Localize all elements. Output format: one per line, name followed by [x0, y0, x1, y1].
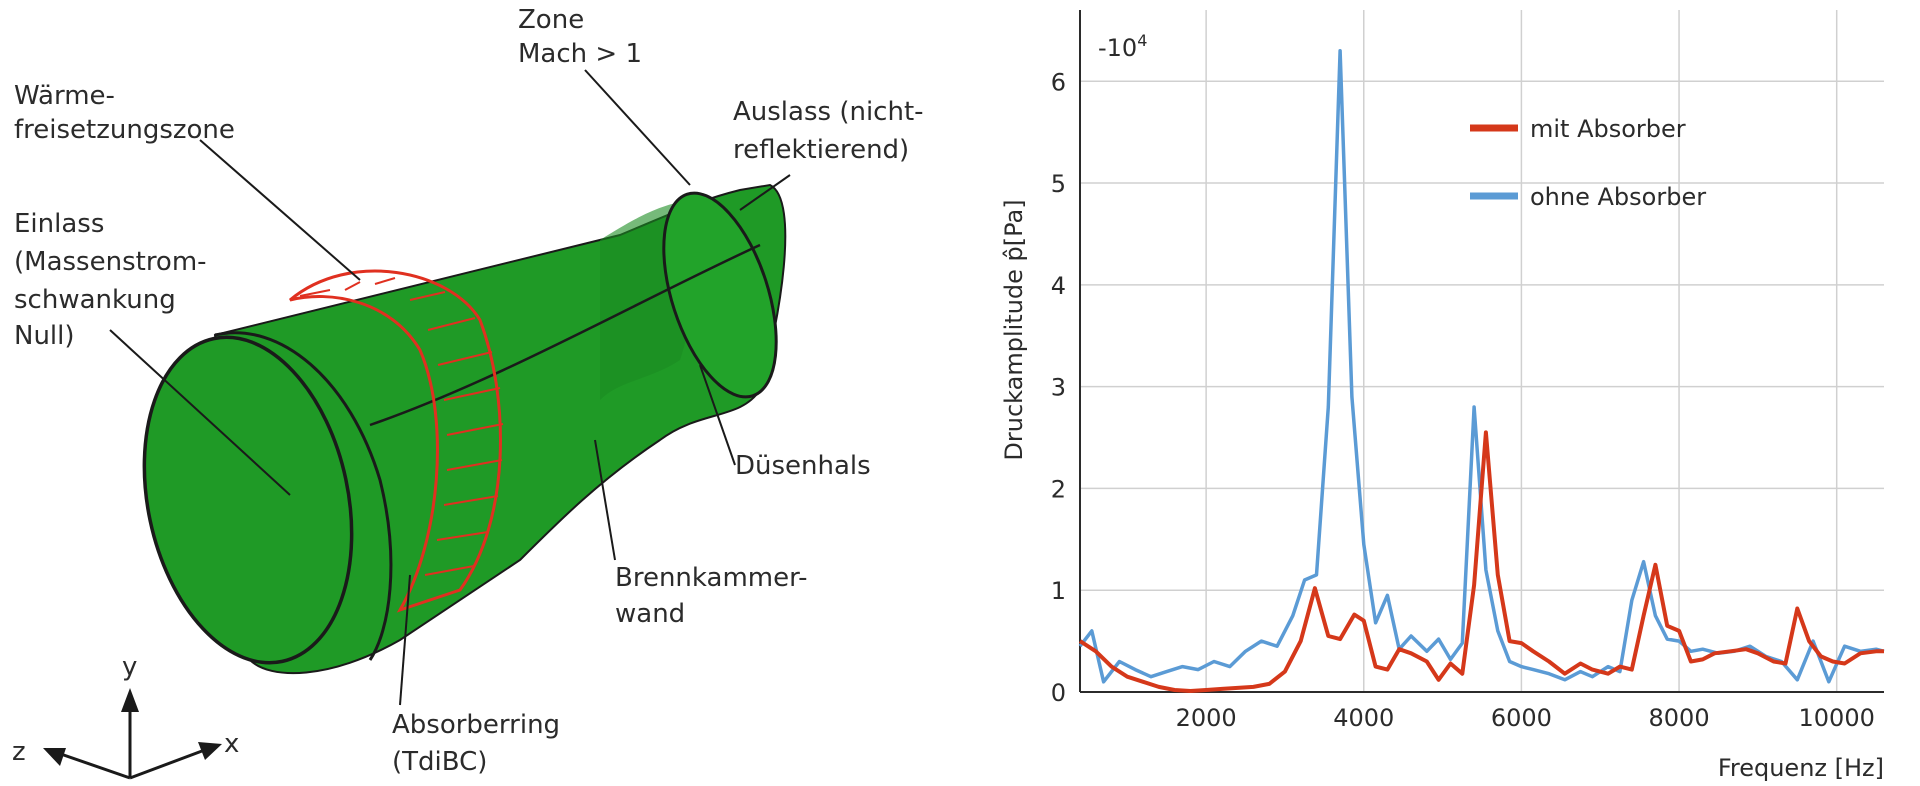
- label-auslass-2: reflektierend): [733, 135, 909, 165]
- label-zone-2: Mach > 1: [518, 39, 642, 69]
- x-tick-label: 8000: [1649, 704, 1710, 732]
- inlet-rim: [214, 331, 393, 661]
- leader-einlass: [109, 329, 291, 496]
- x-tick-label: 10000: [1799, 704, 1875, 732]
- series-line-mit-absorber: [1078, 430, 1884, 693]
- label-einlass-2: (Massenstrom-: [14, 247, 207, 277]
- y-tick-label: 5: [1051, 170, 1066, 198]
- leader-brennkammer: [594, 439, 616, 561]
- leader-absorber: [399, 574, 411, 706]
- chart-series: [1078, 48, 1885, 693]
- chart-grid: [1080, 10, 1884, 692]
- label-brennkammer-2: wand: [615, 599, 685, 629]
- label-einlass-4: Null): [14, 321, 75, 351]
- leader-auslass: [739, 174, 791, 211]
- outlet-end: [662, 191, 778, 399]
- legend-label-mit: mit Absorber: [1530, 115, 1686, 143]
- axis-label-z: z: [12, 737, 26, 767]
- y-tick-label: 3: [1051, 374, 1066, 402]
- chart-legend: mit Absorber ohne Absorber: [1470, 115, 1706, 211]
- y-axis-title: Druckamplitude p̂[Pa]: [1000, 199, 1028, 460]
- axis-label-y: y: [122, 652, 137, 682]
- combustor-diagram: Zone Mach > 1 Wärme- freisetzungszone Au…: [12, 5, 924, 780]
- label-brennkammer-1: Brennkammer-: [615, 563, 808, 593]
- inlet-face: [142, 335, 354, 665]
- y-tick-label: 4: [1051, 272, 1066, 300]
- seam-line: [369, 243, 761, 427]
- label-absorber-2: (TdiBC): [392, 747, 487, 777]
- y-tick-label: 0: [1051, 679, 1066, 707]
- x-tick-label: 2000: [1176, 704, 1237, 732]
- chart-ticks: 2000 4000 6000 8000 10000 0 1 2 3 4 5 6: [1051, 68, 1875, 732]
- multiplier-label: -104: [1098, 31, 1147, 62]
- x-tick-label: 6000: [1491, 704, 1552, 732]
- y-tick-label: 6: [1051, 68, 1066, 96]
- legend-label-ohne: ohne Absorber: [1530, 183, 1706, 211]
- x-tick-label: 4000: [1333, 704, 1394, 732]
- label-einlass-3: schwankung: [14, 285, 176, 315]
- y-tick-label: 2: [1051, 475, 1066, 503]
- y-tick-label: 1: [1051, 577, 1066, 605]
- label-einlass-1: Einlass: [14, 209, 104, 239]
- label-waerme-2: freisetzungszone: [14, 115, 235, 145]
- label-absorber-1: Absorberring: [392, 710, 560, 740]
- x-axis-title: Frequenz [Hz]: [1718, 754, 1884, 782]
- heat-release-band: [289, 269, 504, 613]
- series-line-ohne-absorber: [1078, 48, 1885, 684]
- pressure-chart: 2000 4000 6000 8000 10000 0 1 2 3 4 5 6 -104 Drucka…: [1000, 10, 1885, 782]
- axis-label-x: x: [224, 729, 239, 759]
- label-auslass-1: Auslass (nicht-: [733, 97, 924, 127]
- leader-duesenhals: [699, 364, 736, 466]
- label-duesenhals: Düsenhals: [735, 451, 871, 481]
- leader-waerme: [199, 139, 361, 281]
- label-zone-1: Zone: [518, 5, 584, 35]
- leader-zone: [584, 69, 691, 186]
- axes-triad: y x z: [12, 652, 239, 780]
- label-waerme-1: Wärme-: [14, 81, 115, 111]
